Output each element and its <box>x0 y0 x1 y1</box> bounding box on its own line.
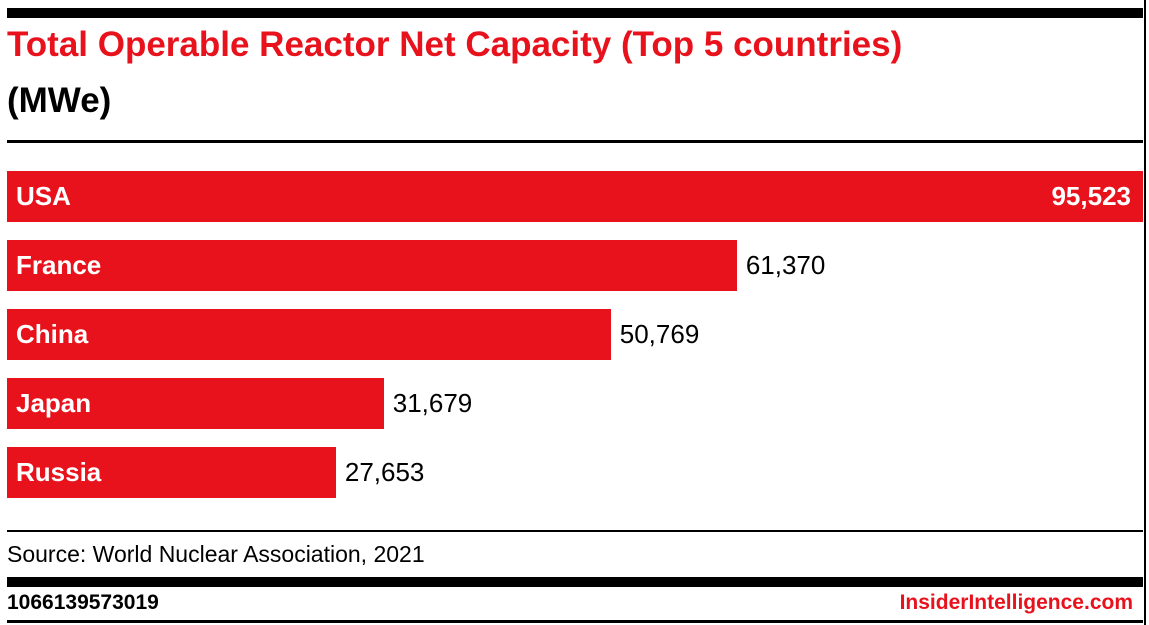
value-label: 27,653 <box>344 457 425 487</box>
brand-link[interactable]: InsiderIntelligence.com <box>899 591 1133 614</box>
bar-row-usa: USA 95,523 <box>7 171 1143 222</box>
chart-title-units: (MWe) <box>7 81 112 120</box>
value-label: 95,523 <box>1051 181 1131 211</box>
footer-row: 1066139573019 InsiderIntelligence.com <box>7 591 1133 615</box>
source-divider-rule <box>7 530 1143 532</box>
right-border-rule <box>1144 0 1146 625</box>
bar-japan: Japan <box>7 378 384 429</box>
bar-usa: USA 95,523 <box>7 171 1143 222</box>
bar-row-france: France 61,370 <box>7 240 1143 291</box>
category-label: Japan <box>16 388 92 418</box>
bar-france: France <box>7 240 737 291</box>
footer-divider-rule <box>7 577 1143 587</box>
bar-china: China <box>7 309 611 360</box>
title-divider-rule <box>7 140 1143 143</box>
category-label: USA <box>16 181 71 211</box>
value-label: 61,370 <box>745 250 826 280</box>
bar-chart: USA 95,523 France 61,370 China 50,769 Japan 31,… <box>7 171 1143 516</box>
bar-row-japan: Japan 31,679 <box>7 378 1143 429</box>
category-label: China <box>16 319 89 349</box>
category-label: France <box>16 250 102 280</box>
chart-id: 1066139573019 <box>7 591 159 614</box>
bar-russia: Russia <box>7 447 336 498</box>
chart-title: Total Operable Reactor Net Capacity (Top… <box>7 25 903 64</box>
value-label: 31,679 <box>392 388 473 418</box>
bar-row-russia: Russia 27,653 <box>7 447 1143 498</box>
bottom-rule <box>7 620 1143 623</box>
value-label: 50,769 <box>619 319 700 349</box>
source-note: Source: World Nuclear Association, 2021 <box>7 541 425 567</box>
top-rule <box>7 8 1143 18</box>
category-label: Russia <box>16 457 102 487</box>
bar-row-china: China 50,769 <box>7 309 1143 360</box>
